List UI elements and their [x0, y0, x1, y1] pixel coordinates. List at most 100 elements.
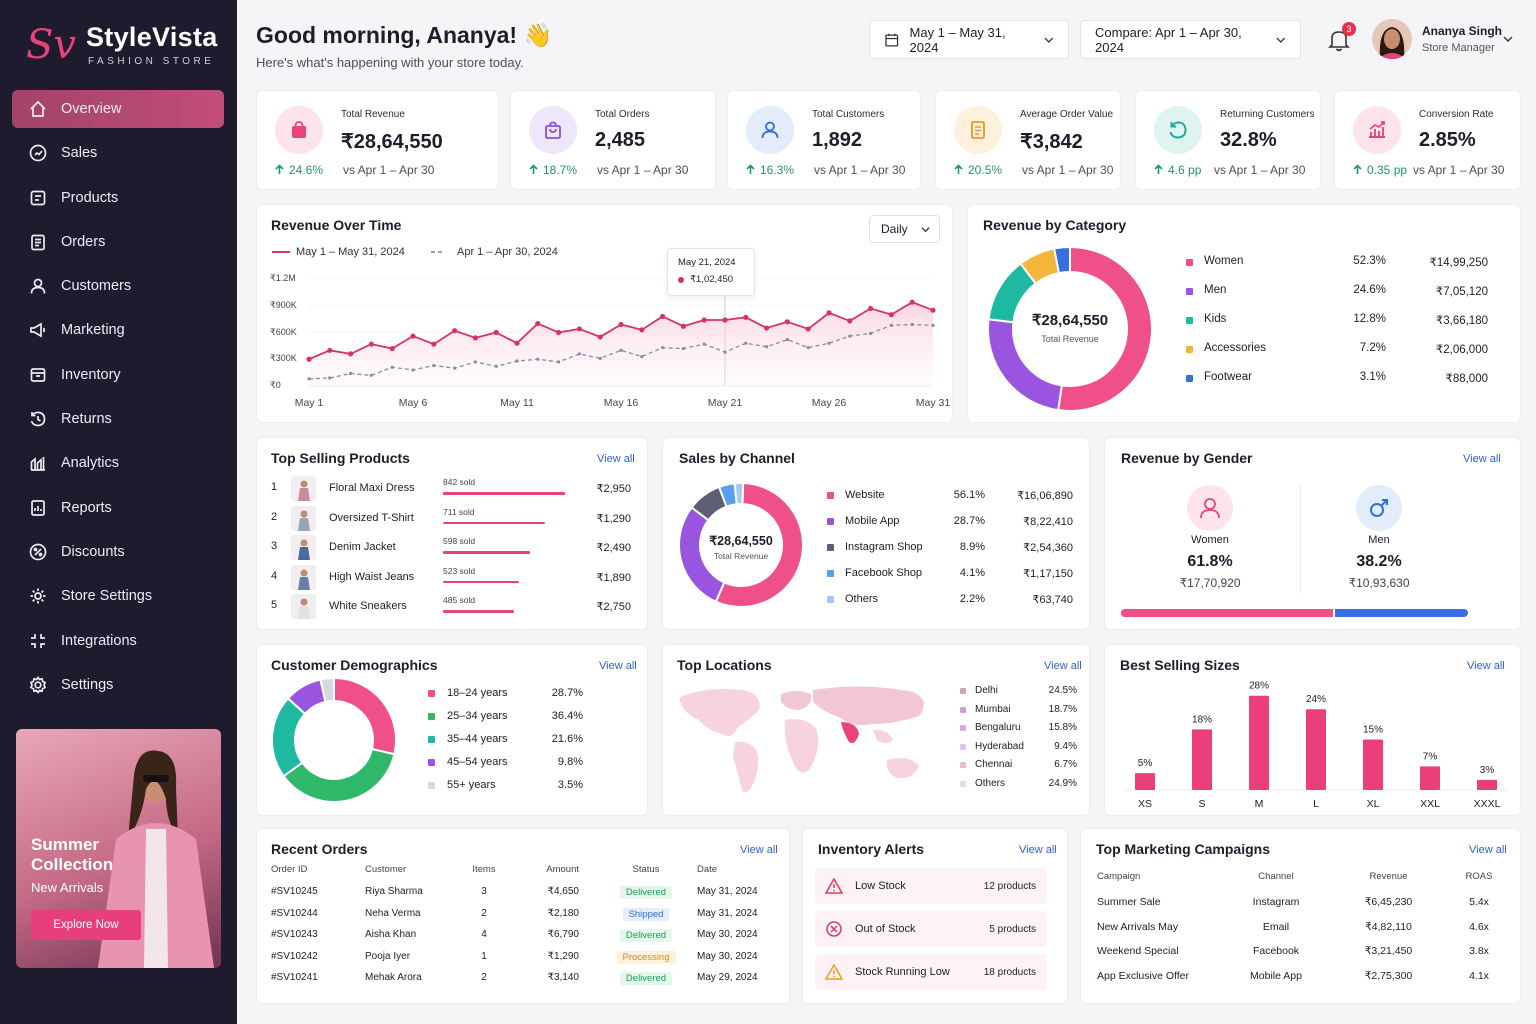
- donut-slice-others[interactable]: [733, 482, 745, 506]
- product-name[interactable]: Oversized T-Shirt: [329, 511, 414, 524]
- data-point-previous[interactable]: [577, 352, 581, 356]
- data-point-current[interactable]: [764, 325, 770, 331]
- sidebar-item-marketing[interactable]: Marketing: [12, 311, 224, 349]
- product-thumbnail[interactable]: [291, 505, 316, 531]
- data-point-previous[interactable]: [640, 354, 644, 359]
- data-point-current[interactable]: [431, 341, 437, 347]
- product-name[interactable]: White Sneakers: [329, 600, 407, 612]
- product-thumbnail[interactable]: [291, 564, 316, 590]
- data-point-current[interactable]: [597, 334, 603, 340]
- table-cell-id[interactable]: #SV10243: [271, 929, 318, 940]
- data-point-current[interactable]: [868, 305, 874, 312]
- promo-banner[interactable]: Summer Collection New Arrivals Explore N…: [16, 729, 221, 968]
- compare-range-picker[interactable]: Compare: Apr 1 – Apr 30, 2024: [1080, 20, 1301, 59]
- view-all-link[interactable]: View all: [740, 844, 778, 856]
- data-point-previous[interactable]: [390, 365, 394, 369]
- sidebar-item-inventory[interactable]: Inventory: [12, 356, 224, 394]
- data-point-current[interactable]: [556, 329, 562, 336]
- column-header[interactable]: Channel: [1258, 871, 1294, 882]
- kpi-card-conversion-rate[interactable]: Conversion Rate 2.85% 0.35 pp vs Apr 1 – Ap…: [1334, 90, 1521, 190]
- data-point-previous[interactable]: [557, 360, 561, 364]
- kpi-card-returning-customers[interactable]: Returning Customers 32.8% 4.6 pp vs Apr 1 –…: [1135, 90, 1321, 190]
- donut-slice-55-years[interactable]: [319, 677, 335, 704]
- view-all-link[interactable]: View all: [1463, 453, 1501, 465]
- column-header[interactable]: Status: [632, 864, 660, 875]
- donut-slice-men[interactable]: [987, 318, 1063, 412]
- data-point-previous[interactable]: [494, 364, 498, 368]
- data-point-previous[interactable]: [536, 357, 540, 361]
- donut-slice-18-24-years[interactable]: [333, 677, 397, 756]
- data-point-current[interactable]: [701, 317, 707, 323]
- data-point-current[interactable]: [722, 317, 728, 323]
- table-cell-name[interactable]: New Arrivals May: [1097, 920, 1179, 933]
- data-point-current[interactable]: [535, 320, 541, 327]
- data-point-previous[interactable]: [349, 371, 353, 376]
- product-thumbnail[interactable]: [291, 594, 316, 619]
- donut-slice-website[interactable]: [714, 482, 804, 608]
- data-point-current[interactable]: [410, 333, 416, 339]
- data-point-previous[interactable]: [723, 350, 727, 354]
- data-point-current[interactable]: [472, 335, 478, 341]
- data-point-current[interactable]: [805, 326, 811, 332]
- data-point-current[interactable]: [576, 326, 582, 332]
- sidebar-item-products[interactable]: Products: [12, 179, 224, 217]
- user-menu-chevron-icon[interactable]: [1503, 34, 1513, 44]
- date-range-picker[interactable]: May 1 – May 31, 2024: [869, 20, 1069, 59]
- data-point-current[interactable]: [826, 310, 832, 316]
- bar-size-l[interactable]: [1306, 709, 1326, 790]
- table-cell-id[interactable]: #SV10244: [271, 907, 318, 919]
- explore-now-button[interactable]: Explore Now: [31, 910, 141, 940]
- data-point-previous[interactable]: [661, 346, 665, 350]
- sidebar-item-orders[interactable]: Orders: [12, 223, 224, 261]
- table-cell-id[interactable]: #SV10242: [271, 950, 318, 962]
- data-point-current[interactable]: [680, 323, 686, 329]
- data-point-previous[interactable]: [848, 334, 852, 338]
- product-name[interactable]: Denim Jacket: [329, 541, 396, 553]
- data-point-previous[interactable]: [432, 363, 436, 368]
- data-point-current[interactable]: [847, 318, 853, 324]
- data-point-current[interactable]: [888, 312, 895, 318]
- table-cell-name[interactable]: App Exclusive Offer: [1097, 969, 1190, 982]
- product-thumbnail[interactable]: [291, 476, 316, 501]
- inventory-alert-out-of-stock[interactable]: Out of Stock 5 products: [815, 911, 1047, 947]
- donut-slice-25-34-years[interactable]: [282, 747, 396, 803]
- view-all-link[interactable]: View all: [1019, 844, 1057, 856]
- column-header[interactable]: Items: [472, 864, 496, 875]
- sidebar-item-discounts[interactable]: Discounts: [12, 533, 224, 571]
- view-all-link[interactable]: View all: [1467, 660, 1505, 672]
- sidebar-item-settings[interactable]: Settings: [12, 666, 224, 704]
- data-point-previous[interactable]: [453, 366, 457, 370]
- sidebar-item-store-settings[interactable]: Store Settings: [12, 577, 224, 615]
- data-point-previous[interactable]: [473, 360, 477, 364]
- bar-size-xxxl[interactable]: [1477, 779, 1497, 790]
- inventory-alert-low-stock[interactable]: Low Stock 12 products: [815, 868, 1047, 904]
- channel-donut-chart[interactable]: [678, 482, 804, 608]
- product-thumbnail[interactable]: [291, 535, 316, 560]
- column-header[interactable]: Order ID: [271, 864, 308, 875]
- data-point-current[interactable]: [909, 299, 915, 305]
- data-point-current[interactable]: [493, 329, 499, 336]
- data-point-previous[interactable]: [869, 331, 873, 335]
- data-point-previous[interactable]: [369, 373, 373, 377]
- kpi-card-average-order-value[interactable]: Average Order Value ₹3,842 20.5% vs Apr 1 –…: [935, 90, 1121, 190]
- data-point-previous[interactable]: [931, 323, 935, 327]
- brand-logo[interactable]: Sv StyleVista FASHION STORE: [26, 22, 218, 67]
- kpi-card-total-orders[interactable]: Total Orders 2,485 18.7% vs Apr 1 – Apr 30: [510, 90, 716, 190]
- data-point-current[interactable]: [348, 351, 354, 357]
- category-donut-chart[interactable]: [986, 245, 1154, 413]
- data-point-previous[interactable]: [411, 368, 415, 372]
- column-header[interactable]: Campaign: [1097, 871, 1141, 882]
- data-point-previous[interactable]: [806, 346, 810, 350]
- column-header[interactable]: Customer: [365, 864, 407, 875]
- data-point-previous[interactable]: [328, 376, 332, 380]
- data-point-current[interactable]: [618, 321, 624, 328]
- avatar[interactable]: [1372, 19, 1412, 59]
- data-point-previous[interactable]: [619, 348, 623, 352]
- data-point-current[interactable]: [660, 313, 666, 320]
- bar-size-s[interactable]: [1192, 729, 1212, 790]
- data-point-previous[interactable]: [702, 342, 706, 346]
- sizes-bar-chart[interactable]: 5% XS 18% S 28% M 24% L 15% XL 7% XXL 3% XXXL: [1105, 645, 1522, 817]
- world-map[interactable]: [673, 680, 949, 810]
- product-name[interactable]: Floral Maxi Dress: [329, 482, 415, 494]
- bar-size-m[interactable]: [1249, 695, 1269, 790]
